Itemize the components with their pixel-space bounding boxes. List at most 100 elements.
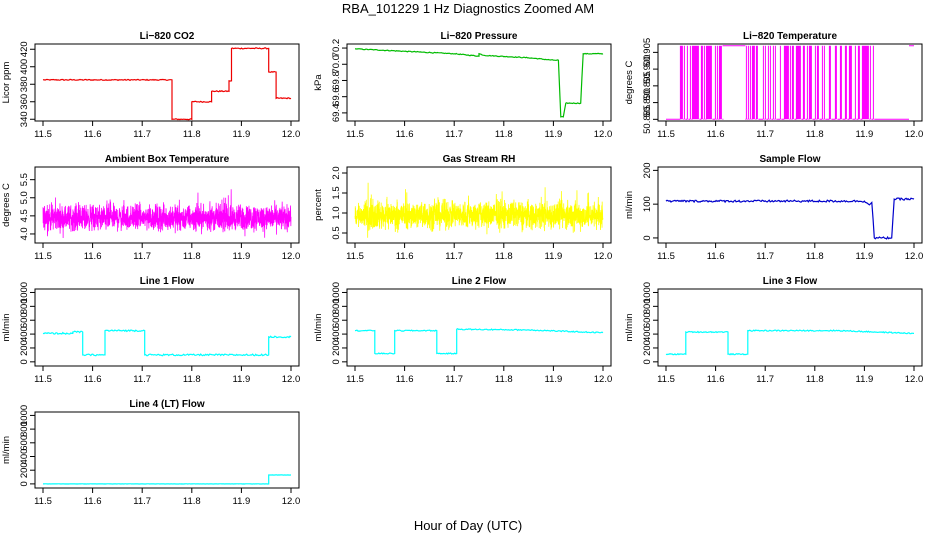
x-tick-label: 11.9 xyxy=(233,496,251,507)
plot-frame xyxy=(657,166,923,244)
data-layer xyxy=(43,474,291,485)
y-axis-label: Licor ppm xyxy=(1,62,12,104)
y-tick-label: 69.8 xyxy=(331,71,342,90)
panel-title: Sample Flow xyxy=(759,154,820,165)
x-tick-label: 11.8 xyxy=(806,374,824,385)
x-tick-label: 11.5 xyxy=(34,374,52,385)
y-tick-label: 0 xyxy=(642,359,653,364)
y-tick-label: 5.5 xyxy=(19,173,30,186)
panel-title: Line 1 Flow xyxy=(140,276,195,287)
plot-frame xyxy=(34,411,300,489)
y-tick-label: 360 xyxy=(19,94,30,110)
x-tick-label: 11.5 xyxy=(657,251,675,262)
x-tick-label: 12.0 xyxy=(594,374,613,385)
x-tick-label: 11.7 xyxy=(133,496,151,507)
y-tick-label: 4.0 xyxy=(19,227,30,240)
y-axis-label: percent xyxy=(313,189,324,221)
data-layer xyxy=(354,327,604,355)
y-axis-label: ml/min xyxy=(1,314,12,342)
y-tick-label: 380 xyxy=(19,76,30,92)
y-tick-label: 1000 xyxy=(331,282,342,303)
y-tick-label: 0 xyxy=(19,481,30,486)
plot-frame xyxy=(346,43,612,122)
x-tick-label: 11.7 xyxy=(756,129,774,140)
x-tick-label: 11.7 xyxy=(133,374,151,385)
figure-x-axis-label: Hour of Day (UTC) xyxy=(413,518,523,533)
y-tick-label: 0.5 xyxy=(331,226,342,239)
y-tick-label: 400 xyxy=(19,59,30,75)
y-tick-label: 50.900 xyxy=(642,55,653,84)
x-tick-label: 11.5 xyxy=(346,251,364,262)
x-tick-label: 11.9 xyxy=(545,251,563,262)
x-tick-label: 11.9 xyxy=(233,251,251,262)
x-tick-label: 11.8 xyxy=(183,496,201,507)
y-tick-label: 200 xyxy=(642,162,653,178)
plot-frame xyxy=(657,288,923,367)
x-tick-label: 12.0 xyxy=(905,129,924,140)
series-line xyxy=(354,182,604,238)
y-tick-label: 70.0 xyxy=(331,55,342,74)
x-tick-label: 11.7 xyxy=(445,129,463,140)
y-tick-label: 400 xyxy=(19,326,30,342)
x-tick-label: 11.9 xyxy=(856,374,874,385)
y-tick-label: 1000 xyxy=(642,282,653,303)
y-tick-label: 600 xyxy=(19,435,30,451)
x-tick-label: 11.6 xyxy=(84,374,102,385)
plot-frame xyxy=(34,43,300,122)
y-tick-label: 400 xyxy=(642,326,653,342)
y-tick-label: 200 xyxy=(19,340,30,356)
panel-2: Li−820 Pressure 11.5 11.6 11.7 11.8 11.9 12.0 6… xyxy=(313,31,612,140)
x-tick-label: 11.7 xyxy=(445,374,463,385)
series-line xyxy=(354,327,604,355)
x-tick-label: 11.5 xyxy=(657,374,675,385)
y-tick-label: 4.5 xyxy=(19,209,30,222)
x-tick-label: 12.0 xyxy=(282,374,301,385)
y-tick-label: 1000 xyxy=(19,282,30,303)
series-line xyxy=(666,45,914,120)
data-layer xyxy=(665,197,915,240)
plot-frame xyxy=(346,288,612,367)
panel-5: Gas Stream RH 11.5 11.6 11.7 11.8 11.9 12.0 0.5… xyxy=(313,154,612,262)
data-layer xyxy=(354,48,604,118)
x-tick-label: 11.7 xyxy=(756,374,774,385)
x-tick-label: 11.8 xyxy=(495,129,513,140)
figure-title: RBA_101229 1 Hz Diagnostics Zoomed AM xyxy=(341,1,595,16)
panel-6: Sample Flow 11.5 11.6 11.7 11.8 11.9 12.0 0 100 2… xyxy=(624,154,923,262)
data-layer xyxy=(665,329,914,356)
panel-4: Ambient Box Temperature 11.5 11.6 11.7 11.8 1… xyxy=(1,154,300,262)
x-tick-label: 12.0 xyxy=(282,496,301,507)
y-tick-label: 800 xyxy=(331,298,342,314)
y-tick-label: 600 xyxy=(331,312,342,328)
series-line xyxy=(354,48,604,118)
data-layer xyxy=(42,47,292,121)
data-layer xyxy=(42,189,292,239)
plot-frame xyxy=(34,288,300,367)
y-axis-label: degrees C xyxy=(1,183,12,227)
y-tick-label: 0 xyxy=(331,359,342,364)
y-tick-label: 1.5 xyxy=(331,186,342,199)
y-tick-label: 100 xyxy=(642,196,653,212)
y-tick-label: 200 xyxy=(19,462,30,478)
panel-9: Line 3 Flow 11.5 11.6 11.7 11.8 11.9 12.0 0 2004… xyxy=(624,276,923,385)
y-tick-label: 1000 xyxy=(19,405,30,426)
y-tick-label: 50.905 xyxy=(642,38,653,67)
y-tick-label: 5.0 xyxy=(19,191,30,204)
x-tick-label: 11.6 xyxy=(396,374,414,385)
x-tick-label: 11.9 xyxy=(545,374,563,385)
x-tick-label: 11.5 xyxy=(346,374,364,385)
y-tick-label: 2.0 xyxy=(331,166,342,179)
x-tick-label: 12.0 xyxy=(905,251,924,262)
x-tick-label: 12.0 xyxy=(282,251,301,262)
data-layer xyxy=(42,329,292,357)
x-tick-label: 11.7 xyxy=(133,251,151,262)
x-tick-label: 12.0 xyxy=(594,129,613,140)
y-tick-label: 800 xyxy=(642,298,653,314)
x-tick-label: 11.8 xyxy=(183,374,201,385)
panel-7: Line 1 Flow 11.5 11.6 11.7 11.8 11.9 12.0 0 2004… xyxy=(1,276,300,385)
plot-frame xyxy=(346,166,612,244)
panel-title: Li−820 Pressure xyxy=(441,31,518,42)
y-tick-label: 50.895 xyxy=(642,71,653,100)
series-line xyxy=(42,329,292,357)
